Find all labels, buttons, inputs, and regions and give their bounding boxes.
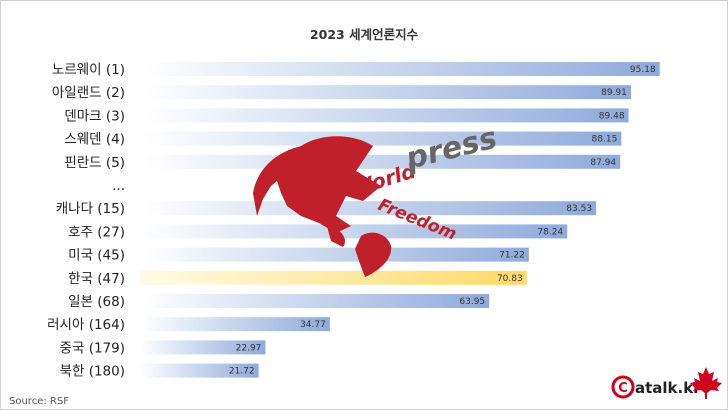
category-label: 미국 (45) — [68, 248, 125, 264]
bar — [140, 294, 490, 308]
catalk-logo: C atalk.kr — [611, 367, 722, 399]
maple-leaf-icon — [690, 367, 722, 399]
category-label: 중국 (179) — [60, 340, 125, 356]
category-label: 호주 (27) — [68, 224, 125, 240]
bar — [140, 224, 568, 239]
value-label: 70.83 — [497, 274, 523, 284]
value-label: 89.48 — [599, 111, 625, 121]
brand-initial: C — [618, 381, 628, 396]
category-label: 캐나다 (15) — [56, 201, 125, 217]
bar — [140, 201, 597, 216]
category-label: ... — [112, 178, 125, 194]
brand-text: atalk.kr — [635, 379, 701, 397]
bar — [140, 247, 529, 262]
bars-group: 노르웨이 (1) 95.18 아일랜드 (2) 89.91 덴마크 (3) 89.48 스웨… — [47, 62, 660, 380]
category-label: 한국 (47) — [68, 271, 125, 287]
value-label: 34.77 — [300, 320, 326, 330]
bar — [140, 131, 622, 146]
bar — [140, 340, 266, 355]
category-label: 덴마크 (3) — [64, 108, 125, 124]
value-label: 71.22 — [499, 251, 525, 261]
value-label: 63.95 — [459, 297, 485, 307]
category-label: 북한 (180) — [60, 364, 125, 380]
value-label: 78.24 — [537, 227, 563, 237]
bar — [140, 85, 631, 100]
category-label: 아일랜드 (2) — [52, 85, 125, 101]
value-label: 83.53 — [566, 204, 592, 214]
bar — [140, 317, 330, 332]
value-label: 21.72 — [229, 367, 255, 377]
bar — [140, 62, 660, 76]
value-label: 87.94 — [590, 158, 616, 168]
category-label: 스웨덴 (4) — [64, 132, 125, 148]
bar-highlight — [140, 270, 527, 285]
value-label: 95.18 — [630, 65, 656, 75]
red-globe-icon — [253, 136, 392, 277]
category-label: 노르웨이 (1) — [52, 62, 125, 78]
category-label: 핀란드 (5) — [64, 155, 125, 171]
bar — [140, 154, 621, 169]
value-label: 22.97 — [236, 343, 262, 353]
source-note: Source: RSF — [9, 396, 69, 407]
bar — [140, 363, 259, 378]
value-label: 89.91 — [601, 88, 627, 98]
value-label: 88.15 — [592, 135, 618, 145]
bar — [140, 108, 629, 123]
category-label: 일본 (68) — [68, 294, 125, 310]
chart-title: 2023 세계언론지수 — [310, 27, 419, 42]
category-label: 러시아 (164) — [47, 317, 125, 333]
